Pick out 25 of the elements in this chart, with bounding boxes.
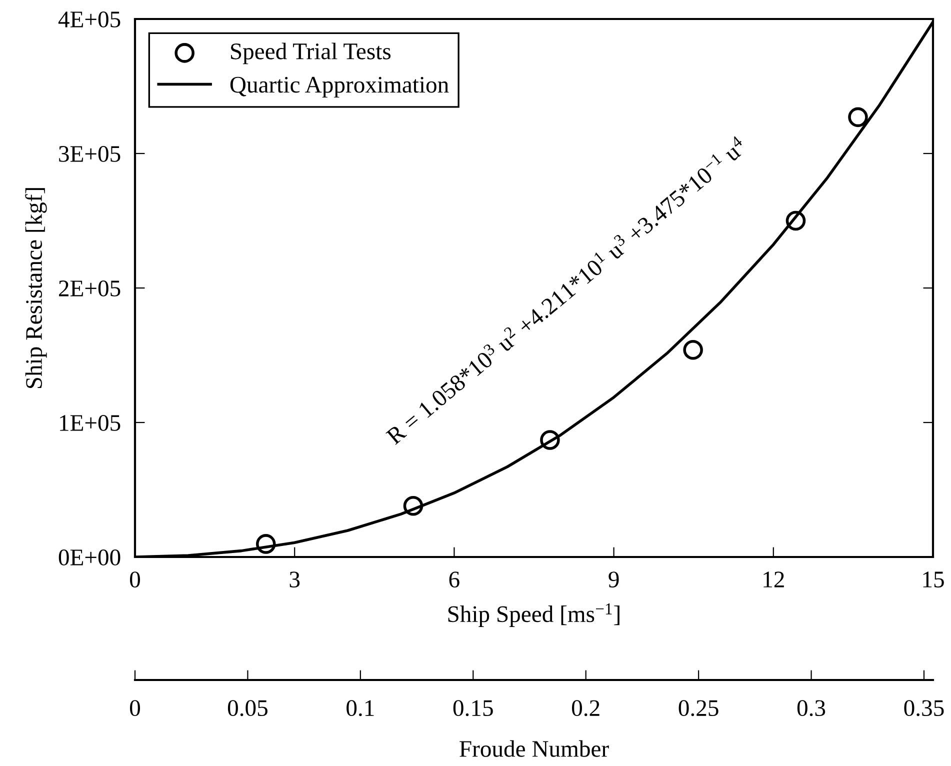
x-tick-label: 0 — [130, 572, 140, 588]
x2-tick-label: 0.2 — [572, 700, 600, 716]
x2-tick-label: 0.25 — [678, 700, 718, 716]
x2-tick-label: 0.35 — [904, 700, 944, 716]
legend-label: Speed Trial Tests — [231, 42, 391, 64]
legend-label: Quartic Approximation — [230, 76, 449, 98]
x2-axis-title: Froude Number — [460, 740, 609, 757]
x2-tick-label: 0 — [130, 700, 140, 716]
x2-tick-label: 0.15 — [453, 700, 493, 716]
y-tick-label: 3E+05 — [59, 146, 120, 162]
y-axis-title: Ship Resistance [kgf] — [25, 188, 47, 388]
text: R = 1.058*10$^{3}$ u$^{2}$ +4.211*10$^{1}$ u$^{3}$ +3.475*10$^{−1}$ u$^{4}$ — [386, 135, 743, 446]
y-tick-label: 0E+00 — [58, 549, 120, 566]
y-tick-label: 1E+05 — [60, 414, 120, 431]
y-tick-label: 2E+05 — [58, 280, 120, 296]
x2-tick-label: 0.1 — [346, 700, 374, 716]
x-axis-title: Ship Speed [ms$^{−1}$] — [448, 603, 620, 627]
x2-tick-label: 0.05 — [228, 700, 268, 716]
x-tick-label: 3 — [290, 572, 300, 588]
x-tick-label: 6 — [449, 572, 460, 588]
x-tick-label: 9 — [608, 572, 619, 588]
x-tick-label: 12 — [764, 572, 784, 588]
x-tick-label: 15 — [923, 572, 944, 588]
y-tick-label: 4E+05 — [58, 11, 120, 28]
x2-tick-label: 0.3 — [797, 700, 826, 716]
